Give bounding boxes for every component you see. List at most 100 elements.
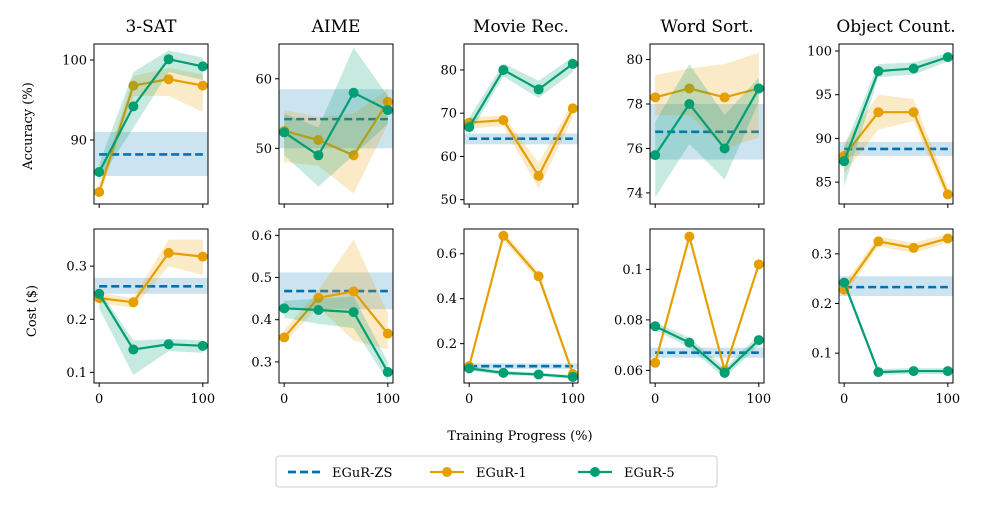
egur-1-line [654,235,760,372]
egur-5-point [163,54,174,65]
egur-5-point [942,52,953,63]
egur-5-point [719,367,730,378]
panel-3-sat-cost: 0.1 0.2 0.3 0 100 [66,228,215,407]
panel-title: AIME [311,17,361,37]
egur-1-point [163,247,174,258]
y-tick-label: 60 [255,72,272,87]
y-tick-label: 90 [815,132,832,147]
egur-5-line [98,58,204,173]
panel-object-count-cost: 0.1 0.2 0.3 0 100 [811,228,960,407]
egur-5-band [99,290,203,376]
egur-1-point [567,103,578,114]
panel-object-count-accuracy: 85 90 95 100 Object Count. [807,17,956,208]
panel-title: Object Count. [836,17,955,37]
egur-5-point [684,99,695,109]
x-axis-label: Training Progress (%) [447,429,592,444]
egur-1-point [382,96,393,107]
egur-5-point [382,367,393,378]
axes-frame [838,43,954,205]
egur-5-line [654,325,760,375]
legend-frame [275,455,718,488]
y-tick-label: 0.3 [811,247,832,262]
x-tick-label: 100 [560,392,585,407]
panel-3-sat-accuracy: 90 100 3-SAT [62,17,209,208]
legend-five-marker [590,467,600,477]
egur-5-point [464,122,475,133]
panel-title: Word Sort. [660,17,753,37]
y-tick-label: 0.1 [811,347,832,362]
egur-5-line [654,87,760,156]
x-tick-label: 0 [651,392,659,407]
y-tick-label: 0.08 [614,313,643,328]
y-tick-label: 80 [440,63,457,78]
axes-frame [93,43,209,205]
egur-1-band [844,233,948,297]
x-tick-label: 100 [375,392,400,407]
egur-5-point [313,305,324,316]
egur-5-point [197,61,208,72]
egur-5-line [468,63,574,128]
egur-1-point [279,332,290,343]
egur-1-point [650,357,661,368]
egur-1-point [650,92,661,103]
y-tick-label: 50 [255,142,272,157]
egur-5-line [843,56,949,162]
egur-5-point [533,369,544,380]
y-tick-label: 0.4 [436,292,457,307]
egur-5-point [942,366,953,377]
axes-frame [278,228,394,384]
egur-5-point [313,150,324,161]
egur-1-point [873,236,884,247]
y-tick-label: 74 [626,186,643,201]
egur-1-point [719,92,730,103]
egur-1-band [99,239,203,308]
egur-5-point [279,127,290,138]
panel-movie-rec-accuracy: 50 60 70 80 Movie Rec. [440,17,579,208]
egur-5-point [348,87,359,98]
egur-1-band [284,89,388,194]
egur-1-point [942,189,953,200]
panel-aime-accuracy: 50 60 AIME [255,17,394,208]
x-tick-label: 0 [95,392,103,407]
egur-5-point [567,371,578,382]
egur-1-line [469,107,574,177]
axes-frame [463,228,579,384]
y-tick-label: 0.1 [622,263,643,278]
y-tick-label: 78 [626,98,643,113]
egur-5-point [719,143,730,154]
y-tick-label: 76 [626,142,643,157]
egur-1-point [94,187,105,197]
egur-5-point [94,288,105,299]
egur-5-band [284,47,388,187]
y-tick-label: 0.3 [66,260,87,275]
egur-1-point [942,233,953,244]
egur-1-line [843,237,949,291]
legend-five-label: EGuR-5 [624,466,675,481]
egur-1-point [533,271,544,282]
egur-5-band [655,64,759,198]
egur-1-line [99,251,203,304]
egur-5-point [94,167,105,177]
egur-5-point [197,340,208,351]
egur-1-point [753,259,764,270]
egur-1-point [873,107,884,118]
egur-1-point [128,80,139,91]
y-tick-label: 0.2 [436,337,457,352]
egur-5-point [908,366,919,377]
egur-5-line [469,367,573,379]
egur-1-band [655,52,759,149]
legend-zs-label: EGuR-ZS [332,466,392,481]
egur-1-line [468,234,574,375]
panel-aime-cost: 0.3 0.4 0.5 0.6 0 100 [251,228,400,407]
y-tick-label: 0.1 [66,366,87,381]
egur-1-point [348,286,359,297]
egur-1-point [197,251,208,262]
egur-5-line [98,293,203,351]
axes-frame [838,228,954,384]
egur-5-band [469,56,573,135]
egur-5-point [163,339,174,350]
egur-5-band [844,52,948,187]
y-tick-label: 60 [440,150,457,165]
y-axis-label-cost: Cost ($) [25,285,40,337]
